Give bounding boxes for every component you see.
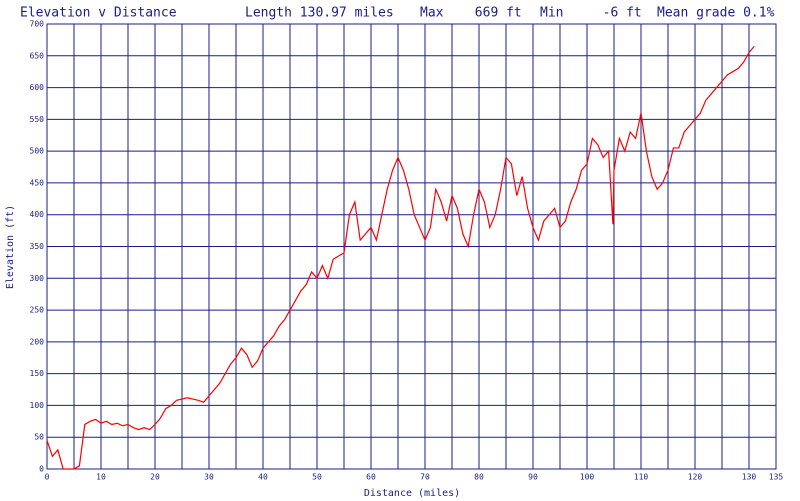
x-tick-label: 10	[96, 473, 106, 482]
y-tick-label: 600	[30, 83, 45, 92]
y-tick-label: 400	[30, 210, 45, 219]
x-tick-label: 30	[204, 473, 214, 482]
y-tick-label: 0	[39, 465, 44, 474]
plot-frame	[46, 23, 777, 470]
x-tick-label: 70	[420, 473, 430, 482]
max: Max 669 ft	[420, 6, 522, 21]
x-tick-label: 0	[45, 473, 50, 482]
y-tick-label: 150	[30, 369, 45, 378]
x-tick-label: 90	[528, 473, 538, 482]
min: Min -6 ft	[540, 6, 642, 21]
elevation-line	[46, 45, 755, 470]
y-tick-label: 100	[30, 401, 45, 410]
y-tick-label: 650	[30, 51, 45, 60]
y-tick-label: 250	[30, 306, 45, 315]
x-tick-label: 50	[312, 473, 322, 482]
y-tick-label: 200	[30, 337, 45, 346]
x-tick-label: 40	[258, 473, 268, 482]
length: Length 130.97 miles	[245, 6, 394, 21]
y-tick-label: 350	[30, 242, 45, 251]
x-tick-label: 110	[634, 473, 649, 482]
y-tick-label: 700	[30, 20, 45, 29]
x-tick-label: 60	[366, 473, 376, 482]
x-axis-label: Distance (miles)	[364, 488, 460, 499]
y-tick-label: 550	[30, 115, 45, 124]
y-tick-label: 50	[34, 433, 44, 442]
x-tick-label: 80	[474, 473, 484, 482]
y-axis-label: Elevation (ft)	[5, 205, 16, 289]
x-tick-label: 100	[580, 473, 595, 482]
chart-title: Elevation v Distance	[20, 6, 177, 21]
mean-grade: Mean grade 0.1%	[657, 6, 775, 21]
x-tick-label: 135	[769, 473, 784, 482]
y-tick-label: 500	[30, 147, 45, 156]
y-tick-label: 300	[30, 274, 45, 283]
x-tick-label: 20	[150, 473, 160, 482]
x-tick-label: 130	[742, 473, 757, 482]
y-tick-label: 450	[30, 178, 45, 187]
x-tick-label: 120	[688, 473, 703, 482]
